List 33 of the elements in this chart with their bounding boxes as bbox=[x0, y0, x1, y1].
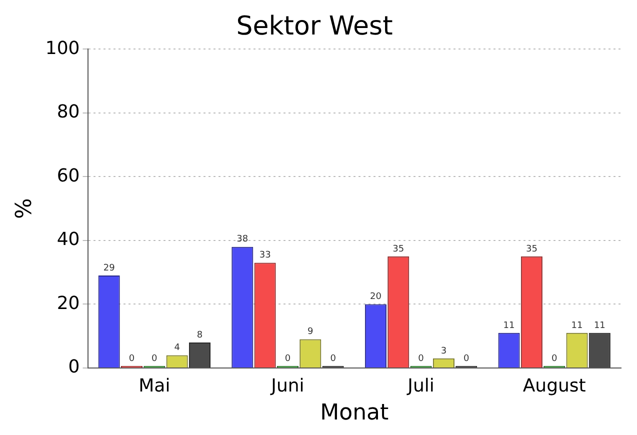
data-label: 11 bbox=[594, 320, 606, 331]
x-axis-title: Monat bbox=[320, 400, 389, 426]
data-label: 0 bbox=[128, 354, 135, 364]
x-tick-label: Mai bbox=[138, 375, 170, 396]
y-tick-label: 100 bbox=[45, 38, 80, 59]
data-label: 0 bbox=[551, 354, 558, 364]
data-label: 38 bbox=[236, 234, 248, 245]
x-tick-label: August bbox=[522, 375, 586, 396]
data-label: 0 bbox=[284, 354, 291, 364]
y-axis-title: % bbox=[12, 198, 37, 220]
data-label: 11 bbox=[571, 320, 583, 331]
data-label: 35 bbox=[392, 244, 404, 254]
y-tick-label: 20 bbox=[56, 292, 80, 314]
x-tick-label: Juli bbox=[406, 375, 434, 396]
data-label: 4 bbox=[174, 343, 180, 354]
x-tick-label: Juni bbox=[270, 375, 304, 396]
data-label: 0 bbox=[330, 354, 336, 364]
data-label: 33 bbox=[259, 250, 271, 261]
data-label: 20 bbox=[370, 292, 382, 302]
data-label: 3 bbox=[440, 346, 447, 356]
y-tick-label: 40 bbox=[56, 229, 80, 250]
data-label: 8 bbox=[196, 330, 203, 340]
data-label: 0 bbox=[152, 354, 158, 364]
data-label: 11 bbox=[503, 320, 515, 331]
y-tick-label: 60 bbox=[56, 165, 80, 186]
data-label: 35 bbox=[526, 244, 538, 254]
chart-title: Sektor West bbox=[236, 11, 393, 42]
data-label: 0 bbox=[463, 354, 470, 364]
data-label: 9 bbox=[308, 327, 314, 338]
y-tick-label: 80 bbox=[56, 102, 80, 123]
data-label: 29 bbox=[103, 263, 116, 274]
data-label: 0 bbox=[418, 354, 424, 364]
y-tick-label: 0 bbox=[68, 356, 80, 378]
